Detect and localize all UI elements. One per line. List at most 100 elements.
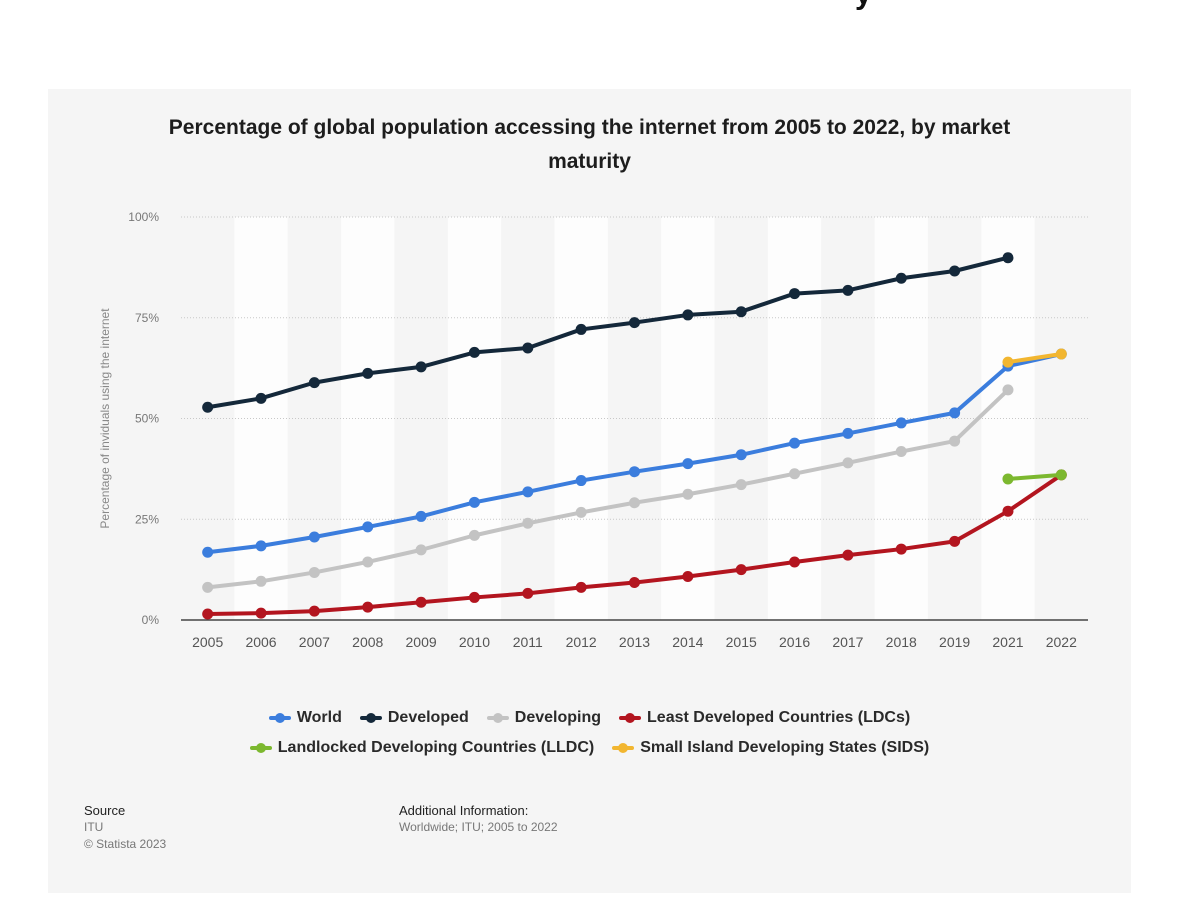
legend-item[interactable]: Landlocked Developing Countries (LLDC) (249, 739, 594, 757)
data-point (735, 479, 747, 491)
data-point (202, 401, 214, 413)
data-point (1002, 473, 1014, 485)
source-block: Source ITU © Statista 2023 (84, 802, 166, 853)
data-point (1002, 356, 1014, 368)
column-band (981, 217, 1035, 620)
legend-item[interactable]: Developing (486, 709, 601, 727)
legend-label: Developed (387, 709, 469, 726)
data-point (682, 570, 694, 582)
legend-label: Least Developed Countries (LDCs) (647, 709, 911, 726)
data-point (1002, 384, 1014, 396)
x-tick-label: 2012 (566, 634, 597, 650)
legend-swatch (268, 713, 291, 723)
series-line (205, 387, 1010, 590)
data-point (949, 265, 961, 277)
data-point (789, 288, 801, 300)
x-tick-label: 2013 (619, 634, 650, 650)
source-label: Source (84, 803, 126, 818)
series-line (1005, 472, 1064, 481)
data-point (202, 546, 214, 558)
column-band (234, 217, 288, 620)
legend-item[interactable]: Small Island Developing States (SIDS) (612, 739, 929, 757)
legend-label: World (296, 709, 342, 726)
data-point (895, 446, 907, 458)
legend-row-1: World Developed Developing Least Developed … (48, 703, 1131, 733)
data-point (1055, 469, 1067, 481)
legend-item[interactable]: Developed (359, 709, 469, 727)
legend-item[interactable]: World (268, 709, 342, 727)
data-point (842, 427, 854, 439)
data-point (362, 367, 374, 379)
legend-swatch (359, 713, 382, 723)
legend-swatch (612, 743, 635, 753)
data-point (522, 517, 534, 529)
data-point (522, 486, 534, 498)
data-point (202, 608, 214, 620)
data-point (255, 575, 267, 587)
data-point (629, 317, 640, 329)
data-point (949, 407, 961, 419)
x-tick-label: 2009 (406, 634, 437, 650)
data-point (255, 392, 267, 404)
data-point (575, 475, 587, 487)
x-tick-label: 2019 (939, 634, 970, 650)
data-point (1002, 505, 1014, 517)
y-tick-label: 50% (135, 412, 159, 426)
additional-info-text: Worldwide; ITU; 2005 to 2022 (399, 820, 558, 834)
data-point (1002, 252, 1014, 264)
data-point (308, 531, 320, 543)
legend-item[interactable]: Least Developed Countries (LDCs) (619, 709, 910, 727)
copyright-line: © Statista 2023 (84, 837, 167, 851)
data-point (362, 601, 374, 613)
x-tick-label: 2022 (1046, 634, 1077, 650)
data-point (629, 466, 640, 478)
legend-swatch (249, 743, 272, 753)
data-point (362, 521, 374, 533)
legend-label: Small Island Developing States (SIDS) (640, 739, 930, 756)
column-band (447, 217, 502, 620)
data-point (468, 496, 480, 508)
data-point (522, 342, 534, 354)
data-point (842, 549, 854, 561)
data-point (789, 437, 801, 449)
data-point (202, 581, 214, 593)
source-line: ITU (84, 820, 104, 834)
data-point (1055, 348, 1067, 360)
chart-card: Percentage of global population accessin… (48, 89, 1131, 893)
data-point (255, 607, 267, 619)
x-tick-label: 2014 (672, 634, 703, 650)
legend-swatch (619, 713, 642, 723)
data-point (789, 556, 801, 568)
data-point (362, 556, 374, 568)
x-tick-label: 2010 (459, 634, 490, 650)
x-tick-label: 2006 (245, 634, 276, 650)
x-tick-label: 2016 (779, 634, 810, 650)
data-point (468, 529, 480, 541)
data-point (415, 544, 427, 556)
data-point (255, 540, 267, 552)
line-chart: 0% 25% 50% 75% 100% 2005 2006 2007 2008 2009 2010 2… (98, 210, 1088, 650)
data-point (895, 272, 907, 284)
data-point (895, 543, 907, 555)
data-point (522, 587, 534, 599)
data-point (735, 306, 747, 318)
series-line (205, 352, 1064, 555)
data-point (735, 449, 747, 461)
series-line (1005, 352, 1064, 365)
data-point (682, 488, 694, 500)
data-point (308, 566, 320, 578)
data-point (415, 596, 427, 608)
data-point (735, 564, 747, 576)
additional-info-block: Additional Information: Worldwide; ITU; … (399, 802, 558, 836)
data-point (789, 468, 801, 480)
data-point (415, 510, 427, 522)
cropped-heading-fragment: y (855, 0, 872, 12)
data-point (308, 605, 320, 617)
x-tick-label: 2005 (192, 634, 223, 650)
y-axis-title: Percentage of inviduals using the intern… (98, 308, 112, 529)
x-tick-label: 2008 (352, 634, 383, 650)
data-point (629, 497, 640, 509)
data-point (682, 309, 694, 321)
y-tick-label: 0% (142, 613, 160, 627)
data-point (575, 506, 587, 518)
